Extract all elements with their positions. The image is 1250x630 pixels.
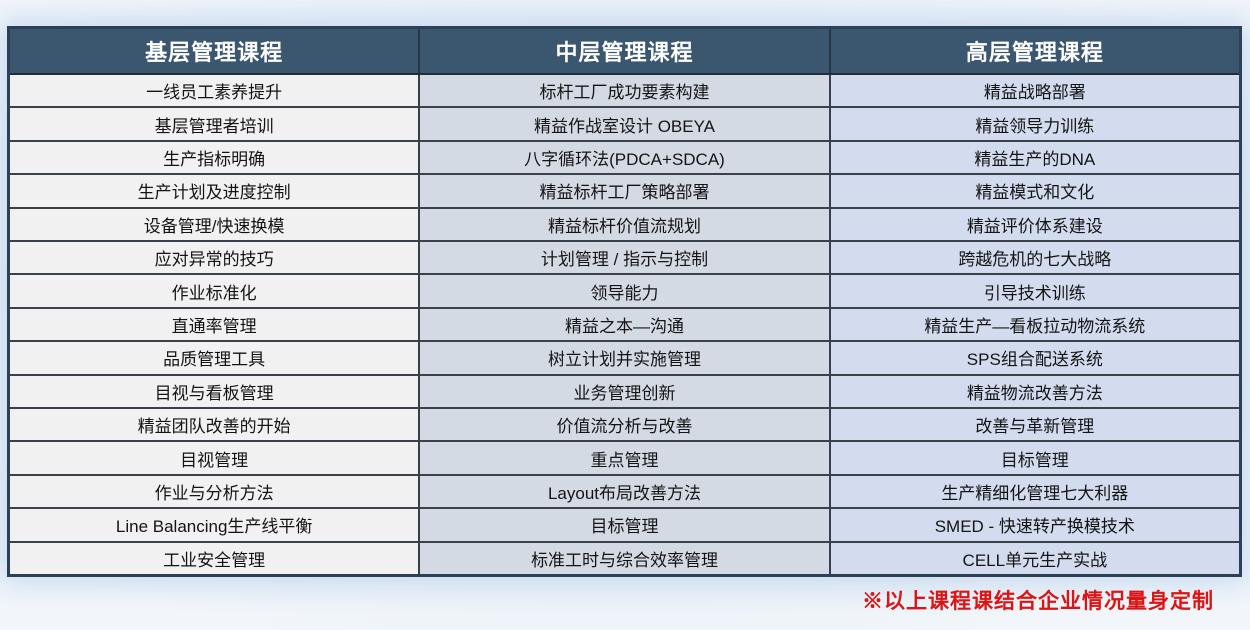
course-cell: 精益评价体系建设 [830,208,1239,241]
table-row: 目视与看板管理 业务管理创新 精益物流改善方法 [10,373,1239,408]
course-table: 基层管理课程 中层管理课程 高层管理课程 一线员工素养提升 标杆工厂成功要素构建精… [7,26,1242,577]
course-cell: Line Balancing生产线平衡 [10,509,421,541]
course-cell: 价值流分析与改善 [420,409,831,441]
course-cell: 精益领导力训练 [830,108,1239,140]
column-header-basic-management: 基层管理课程 [10,29,421,73]
course-cell: 品质管理工具 [10,342,421,374]
table-row: 应对异常的技巧 计划管理 / 指示与控制 跨越危机的七大战略 [10,240,1239,274]
table-row: 作业标准化 领导能力 引导技术训练 [10,273,1239,307]
course-cell: 改善与革新管理 [830,409,1239,441]
course-cell: 精益团队改善的开始 [10,409,421,441]
course-cell: 工业安全管理 [10,542,421,575]
course-cell: 精益生产—看板拉动物流系统 [830,308,1239,341]
course-cell: 目视与看板管理 [10,375,421,408]
course-cell: 精益之本—沟通 [420,308,831,341]
table-row: 精益团队改善的开始 价值流分析与改善 改善与革新管理 [10,407,1239,441]
table-row: 目视管理 重点管理 目标管理 [10,440,1239,474]
table-row: 品质管理工具 树立计划并实施管理 SPS组合配送系统 [10,340,1239,374]
course-cell: 生产计划及进度控制 [10,175,421,207]
course-cell: 精益标杆工厂策略部署 [420,175,831,207]
table-body: 一线员工素养提升 标杆工厂成功要素构建 精益战略部署 基层管理者培训 精益作战室设计 O… [10,73,1239,575]
course-cell: 精益战略部署 [830,75,1239,107]
course-cell: 标杆工厂成功要素构建 [420,75,831,107]
course-cell: 目视管理 [10,442,421,474]
course-cell: SMED - 快速转产换模技术 [830,509,1239,541]
footnote: ※以上课程课结合企业情况量身定制 [862,590,1214,613]
table-row: 生产计划及进度控制 精益标杆工厂策略部署 精益模式和文化 [10,173,1239,207]
table-row: 生产指标明确 八字循环法(PDCA+SDCA) 精益生产的DNA [10,139,1239,174]
column-header-middle-management: 中层管理课程 [420,29,831,73]
course-cell: 精益标杆价值流规划 [420,208,831,241]
course-cell: 基层管理者培训 [10,108,421,140]
course-cell: 重点管理 [420,442,831,474]
course-cell: 引导技术训练 [830,275,1239,307]
table-row: 一线员工素养提升 标杆工厂成功要素构建 精益战略部署 [10,73,1239,107]
course-cell: CELL单元生产实战 [830,542,1239,575]
course-cell: 作业标准化 [10,275,421,307]
course-cell: SPS组合配送系统 [830,342,1239,374]
course-cell: 八字循环法(PDCA+SDCA) [420,141,831,174]
table-header-row: 基层管理课程 中层管理课程 高层管理课程 [10,29,1239,73]
table-row: 设备管理/快速换模 精益标杆价值流规划 精益评价体系建设 [10,206,1239,241]
course-cell: 一线员工素养提升 [10,75,421,107]
course-cell: 直通率管理 [10,308,421,341]
course-cell: 标准工时与综合效率管理 [420,542,831,575]
course-cell: 业务管理创新 [420,375,831,408]
column-header-senior-management: 高层管理课程 [965,40,1104,65]
course-cell: 精益生产的DNA [830,141,1239,174]
course-cell: 树立计划并实施管理 [420,342,831,374]
table-row: Line Balancing生产线平衡 目标管理 SMED - 快速转产换模技术 [10,507,1239,541]
course-cell: 计划管理 / 指示与控制 [420,242,831,274]
course-cell: 生产指标明确 [10,141,421,174]
course-cell: 目标管理 [830,442,1239,474]
course-cell: Layout布局改善方法 [420,475,831,508]
course-cell: 跨越危机的七大战略 [830,242,1239,274]
course-cell: 精益物流改善方法 [830,375,1239,408]
course-cell: 目标管理 [420,509,831,541]
table-row: 基层管理者培训 精益作战室设计 OBEYA 精益领导力训练 [10,106,1239,140]
course-cell: 设备管理/快速换模 [10,208,421,241]
course-cell: 生产精细化管理七大利器 [830,475,1239,508]
table-row: 作业与分析方法 Layout布局改善方法 生产精细化管理七大利器 [10,473,1239,508]
course-cell: 应对异常的技巧 [10,242,421,274]
course-cell: 领导能力 [420,275,831,307]
course-cell: 作业与分析方法 [10,475,421,508]
course-cell: 精益作战室设计 OBEYA [420,108,831,140]
table-row: 直通率管理 精益之本—沟通 精益生产—看板拉动物流系统 [10,306,1239,341]
table-row: 工业安全管理 标准工时与综合效率管理 CELL单元生产实战 [10,540,1239,575]
course-cell: 精益模式和文化 [830,175,1239,207]
